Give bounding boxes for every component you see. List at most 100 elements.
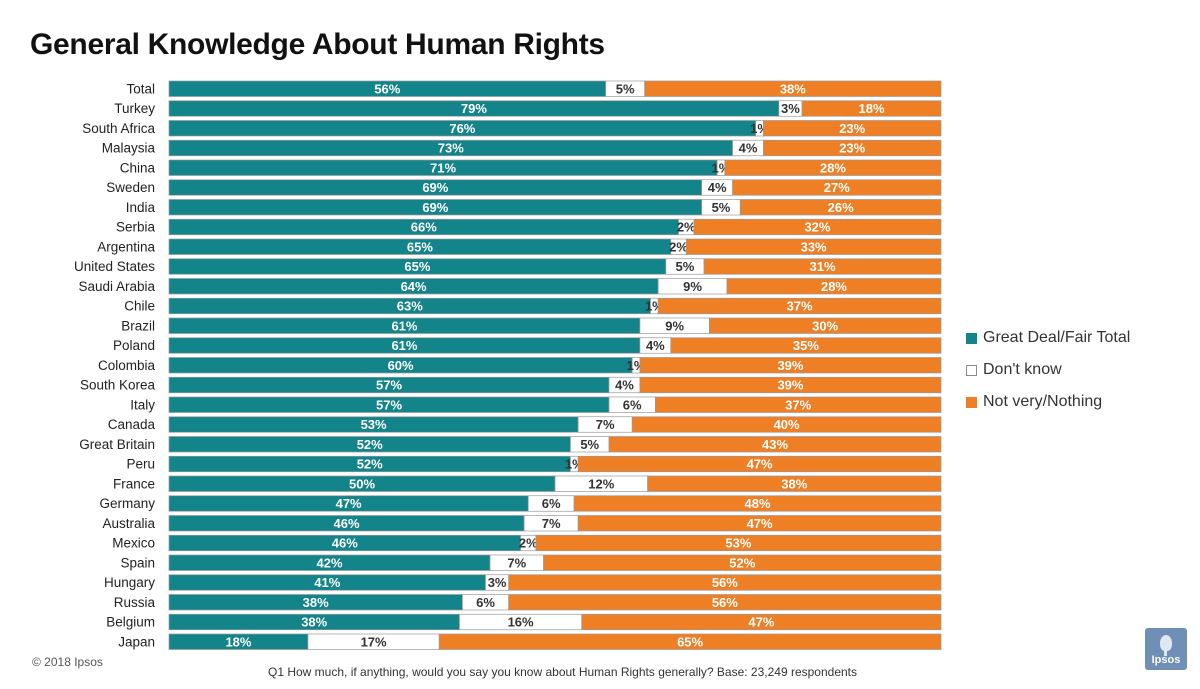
data-label-great-deal-germany: 47% <box>336 496 362 511</box>
data-label-great-deal-turkey: 79% <box>461 101 487 116</box>
category-label-germany: Germany <box>99 496 155 511</box>
data-label-not-very-china: 28% <box>820 160 846 175</box>
legend-swatch-dont-know <box>966 364 977 376</box>
data-label-dont-know-united-states: 5% <box>676 259 695 274</box>
legend-item-great-deal: Great Deal/Fair Total <box>966 322 1130 354</box>
category-label-peru: Peru <box>126 457 155 472</box>
logo-mark-icon <box>1160 635 1172 656</box>
data-label-dont-know-serbia: 2% <box>677 220 696 235</box>
data-label-not-very-chile: 37% <box>787 299 813 314</box>
data-label-dont-know-france: 12% <box>588 476 614 491</box>
bar-not-very-canada <box>631 416 942 433</box>
category-label-france: France <box>113 476 155 491</box>
data-label-great-deal-russia: 38% <box>303 595 329 610</box>
bar-not-very-chile <box>657 297 942 315</box>
category-label-poland: Poland <box>113 338 155 353</box>
data-label-dont-know-total: 5% <box>616 81 635 96</box>
data-label-dont-know-japan: 17% <box>361 634 387 649</box>
category-label-australia: Australia <box>102 516 155 531</box>
bar-not-very-india <box>739 199 942 216</box>
legend: Great Deal/Fair Total Don't know Not ver… <box>966 322 1130 418</box>
bar-not-very-mexico <box>535 534 942 552</box>
data-label-great-deal-colombia: 60% <box>388 358 414 373</box>
copyright: © 2018 Ipsos <box>32 655 103 669</box>
data-label-great-deal-belgium: 38% <box>301 615 327 630</box>
category-label-italy: Italy <box>130 397 155 412</box>
data-label-great-deal-united-states: 65% <box>404 259 430 274</box>
legend-swatch-great-deal <box>966 332 977 344</box>
data-label-not-very-saudi-arabia: 28% <box>821 279 847 294</box>
data-label-not-very-colombia: 39% <box>777 358 803 373</box>
bar-not-very-france <box>647 475 942 492</box>
legend-label-dont-know: Don't know <box>983 361 1062 378</box>
data-label-not-very-total: 38% <box>780 81 806 96</box>
data-label-dont-know-spain: 7% <box>507 555 526 570</box>
data-label-dont-know-canada: 7% <box>596 417 615 432</box>
data-label-great-deal-china: 71% <box>430 160 456 175</box>
data-label-not-very-mexico: 53% <box>725 536 751 551</box>
data-label-not-very-belgium: 47% <box>748 615 774 630</box>
data-label-dont-know-saudi-arabia: 9% <box>683 279 702 294</box>
data-label-not-very-russia: 56% <box>712 595 738 610</box>
legend-label-great-deal: Great Deal/Fair Total <box>983 329 1131 346</box>
legend-swatch-not-very <box>966 396 977 408</box>
category-label-hungary: Hungary <box>104 575 155 590</box>
data-label-great-deal-total: 56% <box>374 81 400 96</box>
category-label-colombia: Colombia <box>98 358 156 373</box>
data-label-not-very-great-britain: 43% <box>762 437 788 452</box>
data-label-not-very-france: 38% <box>781 476 807 491</box>
data-label-not-very-sweden: 27% <box>824 180 850 195</box>
bar-not-very-sweden <box>732 179 942 196</box>
category-label-serbia: Serbia <box>116 220 156 235</box>
data-label-not-very-canada: 40% <box>774 417 800 432</box>
category-label-canada: Canada <box>108 417 156 432</box>
footnote: Q1 How much, if anything, would you say … <box>268 665 858 679</box>
data-label-dont-know-great-britain: 5% <box>580 437 599 452</box>
data-label-dont-know-italy: 6% <box>623 397 642 412</box>
data-label-dont-know-australia: 7% <box>542 516 561 531</box>
data-label-great-deal-italy: 57% <box>376 397 402 412</box>
data-label-not-very-south-korea: 39% <box>777 378 803 393</box>
data-label-dont-know-malaysia: 4% <box>739 141 758 156</box>
data-label-great-deal-brazil: 61% <box>391 318 417 333</box>
data-label-great-deal-sweden: 69% <box>422 180 448 195</box>
bar-not-very-brazil <box>709 317 942 334</box>
data-label-great-deal-south-africa: 76% <box>449 121 475 136</box>
category-label-united-states: United States <box>74 259 155 274</box>
data-label-not-very-malaysia: 23% <box>839 141 865 156</box>
bar-not-very-belgium <box>581 613 942 631</box>
category-label-saudi-arabia: Saudi Arabia <box>78 279 155 294</box>
bar-not-very-turkey <box>801 100 942 117</box>
bar-not-very-total <box>644 80 942 97</box>
bar-not-very-russia <box>508 594 942 611</box>
data-label-not-very-brazil: 30% <box>812 318 838 333</box>
category-label-malaysia: Malaysia <box>102 141 156 156</box>
data-label-not-very-poland: 35% <box>793 338 819 353</box>
data-label-dont-know-brazil: 9% <box>665 318 684 333</box>
category-label-argentina: Argentina <box>97 239 155 254</box>
legend-item-not-very: Not very/Nothing <box>966 386 1130 418</box>
data-label-dont-know-poland: 4% <box>646 338 665 353</box>
data-label-not-very-italy: 37% <box>785 397 811 412</box>
data-label-not-very-peru: 47% <box>747 457 773 472</box>
data-label-dont-know-hungary: 3% <box>488 575 507 590</box>
data-label-great-deal-australia: 46% <box>334 516 360 531</box>
bar-not-very-italy <box>655 396 942 413</box>
data-label-great-deal-serbia: 66% <box>411 220 437 235</box>
data-label-great-deal-hungary: 41% <box>314 575 340 590</box>
category-label-russia: Russia <box>114 595 156 610</box>
category-label-belgium: Belgium <box>106 615 155 630</box>
data-label-not-very-australia: 47% <box>747 516 773 531</box>
data-label-dont-know-sweden: 4% <box>708 180 727 195</box>
bar-not-very-united-states <box>703 258 942 275</box>
legend-label-not-very: Not very/Nothing <box>983 393 1103 410</box>
bar-not-very-argentina <box>685 238 942 255</box>
data-label-great-deal-south-korea: 57% <box>376 378 402 393</box>
data-label-not-very-turkey: 18% <box>859 101 885 116</box>
category-label-mexico: Mexico <box>112 536 155 551</box>
bar-not-very-saudi-arabia <box>726 278 942 295</box>
bar-not-very-serbia <box>693 218 942 236</box>
data-label-dont-know-india: 5% <box>712 200 731 215</box>
data-label-great-deal-canada: 53% <box>361 417 387 432</box>
data-label-dont-know-turkey: 3% <box>781 101 800 116</box>
